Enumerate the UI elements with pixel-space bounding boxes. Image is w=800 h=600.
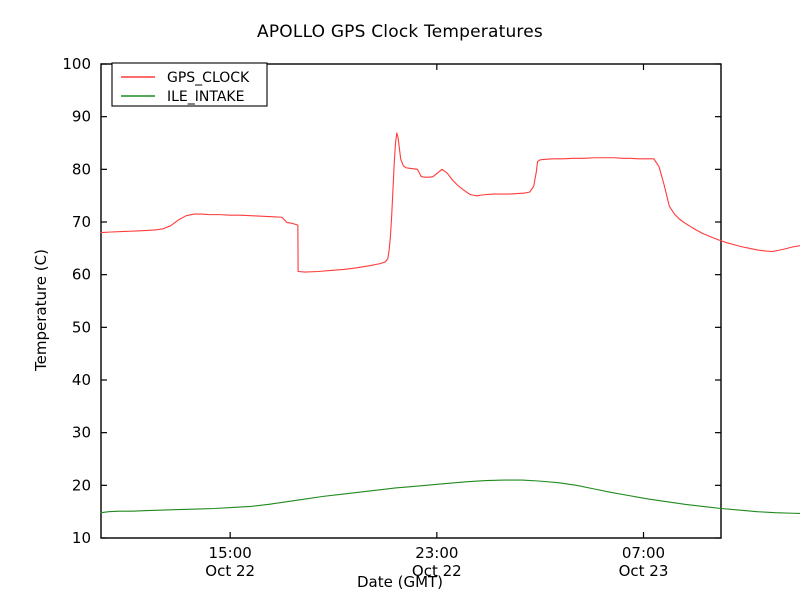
x-tick-label-time: 07:00 (622, 544, 665, 562)
y-tick-label: 80 (72, 160, 91, 178)
y-tick-label: 90 (72, 108, 91, 126)
x-tick-label-time: 23:00 (415, 544, 458, 562)
page-title: APOLLO GPS Clock Temperatures (257, 22, 543, 42)
x-tick-label-time: 15:00 (209, 544, 252, 562)
legend-box (111, 62, 268, 107)
x-axis-label: Date (GMT) (356, 573, 444, 591)
legend: GPS_CLOCK ILE_INTAKE (111, 62, 268, 107)
series-line-gps-clock (100, 132, 800, 273)
x-tick-label-date: Oct 22 (205, 562, 255, 580)
y-tick-label: 40 (72, 371, 91, 389)
y-tick-label: 70 (72, 213, 91, 231)
y-tick-labels: 10 20 30 40 50 60 70 80 90 100 (62, 55, 91, 547)
legend-label-ile-intake: ILE_INTAKE (167, 89, 244, 105)
series-line-ile-intake (100, 479, 800, 514)
y-tick-marks (101, 63, 721, 539)
data-series (100, 132, 800, 514)
y-tick-label: 10 (72, 529, 91, 547)
y-tick-label: 20 (72, 476, 91, 494)
x-tick-label-date: Oct 22 (412, 562, 462, 580)
y-tick-label: 60 (72, 266, 91, 284)
plot-frame (100, 63, 722, 539)
legend-label-gps-clock: GPS_CLOCK (167, 70, 250, 86)
y-tick-label: 30 (72, 424, 91, 442)
x-tick-marks (229, 64, 645, 538)
x-tick-label-date: Oct 23 (619, 562, 669, 580)
y-tick-label: 50 (72, 318, 91, 336)
legend-entries: GPS_CLOCK ILE_INTAKE (121, 70, 250, 105)
y-tick-label: 100 (62, 55, 91, 73)
